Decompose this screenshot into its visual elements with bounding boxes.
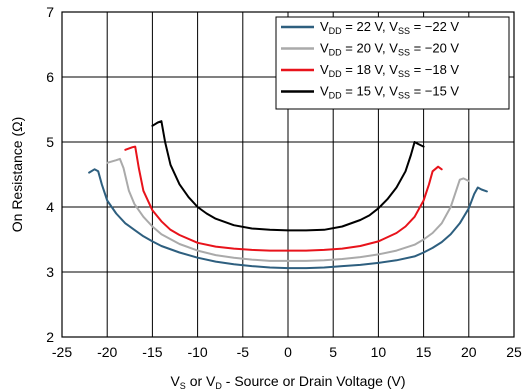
legend-label-part: V <box>320 19 329 34</box>
legend-label-part: SS <box>398 26 410 36</box>
legend-label-part: = 18 V, V <box>342 62 399 77</box>
legend-label-part: = −15 V <box>410 84 459 99</box>
legend-label: VDD = 15 V, VSS = −15 V <box>320 84 459 101</box>
y-tick-label: 7 <box>46 4 54 20</box>
legend-label-part: DD <box>329 26 342 36</box>
legend-label: VDD = 20 V, VSS = −20 V <box>320 41 459 58</box>
x-axis-label: VS or VD - Source or Drain Voltage (V) <box>170 373 405 391</box>
legend-label-part: DD <box>329 91 342 101</box>
x-axis-label-rest: - Source or Drain Voltage (V) <box>222 373 406 389</box>
x-tick-label: -25 <box>52 344 72 360</box>
series-line-0 <box>88 168 488 270</box>
legend-label-part: V <box>320 84 329 99</box>
plot-frame <box>61 11 515 338</box>
x-tick-label: 25 <box>506 344 522 360</box>
legend-label-part: = 22 V, V <box>342 19 399 34</box>
x-tick-label: 0 <box>284 344 292 360</box>
y-tick-label: 4 <box>46 199 54 215</box>
y-tick-label: 5 <box>46 134 54 150</box>
x-tick-label: -20 <box>97 344 117 360</box>
x-tick-labels: -25 -20 -15 -10 -5 0 5 10 15 20 25 <box>52 344 522 360</box>
y-tick-label: 2 <box>46 329 54 345</box>
legend-label-part: = −20 V <box>410 41 459 56</box>
y-axis-label: On Resistance (Ω) <box>9 117 25 233</box>
legend-label: VDD = 18 V, VSS = −18 V <box>320 62 459 79</box>
legend-label-part: = −22 V <box>410 19 459 34</box>
y-tick-label: 6 <box>46 69 54 85</box>
legend-label-part: = 20 V, V <box>342 41 399 56</box>
legend-label: VDD = 22 V, VSS = −22 V <box>320 19 459 36</box>
legend-label-part: V <box>320 62 329 77</box>
x-axis-label-sub1: S <box>180 381 186 391</box>
legend-box <box>275 16 510 110</box>
legend-label-part: V <box>320 41 329 56</box>
x-tick-label: -10 <box>187 344 207 360</box>
legend-label-part: SS <box>398 48 410 58</box>
x-tick-label: 20 <box>461 344 477 360</box>
x-axis-label-sub2: D <box>215 381 222 391</box>
x-tick-label: -15 <box>142 344 162 360</box>
x-axis-label-mid: or V <box>186 373 216 389</box>
series-line-1 <box>106 157 470 262</box>
x-tick-label: 5 <box>329 344 337 360</box>
x-tick-label: -5 <box>237 344 250 360</box>
y-tick-label: 3 <box>46 264 54 280</box>
legend-label-part: SS <box>398 91 410 101</box>
legend-label-part: = 15 V, V <box>342 84 399 99</box>
series-lines <box>88 120 488 270</box>
y-tick-labels: 2 3 4 5 6 7 <box>46 4 54 345</box>
x-tick-label: 10 <box>371 344 387 360</box>
series-line-2 <box>124 145 443 252</box>
legend-label-part: = −18 V <box>410 62 459 77</box>
x-tick-label: 15 <box>416 344 432 360</box>
x-axis-label-main: V <box>170 373 180 389</box>
legend-label-part: DD <box>329 69 342 79</box>
series-line-3 <box>151 120 425 232</box>
legend-label-part: SS <box>398 69 410 79</box>
legend-label-part: DD <box>329 48 342 58</box>
